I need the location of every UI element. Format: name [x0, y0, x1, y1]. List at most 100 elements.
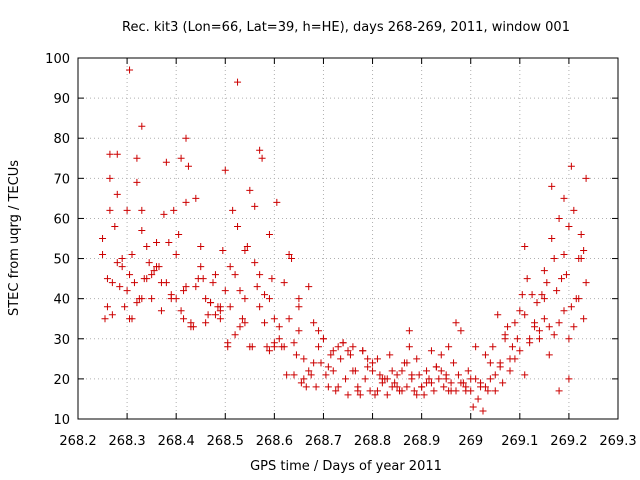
data-point: [484, 387, 492, 395]
data-point: [145, 259, 153, 267]
data-point: [575, 295, 583, 303]
data-point: [226, 303, 234, 311]
data-point: [364, 363, 372, 371]
data-point: [317, 359, 325, 367]
data-point: [172, 295, 180, 303]
data-point: [506, 367, 514, 375]
data-point: [290, 339, 298, 347]
data-point: [388, 367, 396, 375]
data-point: [545, 351, 553, 359]
data-point: [265, 295, 273, 303]
data-point: [241, 319, 249, 327]
data-point: [116, 283, 124, 291]
data-point: [555, 319, 563, 327]
data-point: [565, 375, 573, 383]
data-point: [103, 275, 111, 283]
data-point: [283, 371, 291, 379]
data-point: [167, 291, 175, 299]
data-point: [204, 311, 212, 319]
data-point: [99, 251, 107, 259]
x-tick-label: 268.5: [207, 434, 244, 449]
data-point: [489, 343, 497, 351]
data-point: [398, 387, 406, 395]
data-point: [310, 319, 318, 327]
data-point: [548, 182, 556, 190]
data-point: [565, 335, 573, 343]
data-point: [538, 291, 546, 299]
data-point: [486, 359, 494, 367]
data-point: [339, 339, 347, 347]
data-point: [580, 315, 588, 323]
data-point: [516, 347, 524, 355]
data-point: [258, 154, 266, 162]
y-tick-label: 90: [53, 92, 70, 107]
data-point: [565, 222, 573, 230]
data-point: [513, 335, 521, 343]
data-point: [346, 351, 354, 359]
data-point: [447, 379, 455, 387]
data-point: [349, 343, 357, 351]
data-point: [501, 335, 509, 343]
data-point: [113, 190, 121, 198]
data-point: [452, 387, 460, 395]
data-points: [99, 66, 590, 415]
data-point: [440, 383, 448, 391]
data-point: [386, 351, 394, 359]
data-point: [562, 271, 570, 279]
y-tick-label: 20: [53, 373, 70, 388]
data-point: [253, 283, 261, 291]
data-point: [224, 343, 232, 351]
data-point: [126, 66, 134, 74]
data-point: [454, 371, 462, 379]
data-point: [187, 323, 195, 331]
y-axis-ticks: 10 20 30 40 50 60 70 80 90 100: [45, 52, 618, 428]
data-point: [499, 379, 507, 387]
data-point: [521, 243, 529, 251]
data-point: [305, 283, 313, 291]
data-point: [297, 379, 305, 387]
data-point: [310, 359, 318, 367]
data-point: [474, 395, 482, 403]
data-point: [302, 383, 310, 391]
data-point: [238, 315, 246, 323]
data-point: [207, 299, 215, 307]
data-point: [263, 343, 271, 351]
data-point: [567, 162, 575, 170]
data-point: [391, 379, 399, 387]
data-point: [312, 383, 320, 391]
data-point: [177, 307, 185, 315]
data-point: [580, 247, 588, 255]
data-point: [531, 323, 539, 331]
data-point: [270, 315, 278, 323]
data-point: [143, 275, 151, 283]
data-point: [202, 319, 210, 327]
data-point: [99, 235, 107, 242]
data-point: [118, 263, 126, 271]
data-point: [231, 331, 239, 339]
data-point: [285, 251, 293, 259]
data-point: [241, 295, 249, 303]
grid-lines: [78, 58, 618, 419]
data-point: [553, 287, 561, 295]
data-point: [251, 202, 259, 210]
data-point: [241, 247, 249, 255]
x-tick-label: 268.6: [256, 434, 293, 449]
data-point: [383, 375, 391, 383]
data-point: [582, 174, 590, 182]
data-point: [324, 383, 332, 391]
data-point: [108, 279, 116, 287]
data-point: [133, 154, 141, 162]
data-point: [295, 303, 303, 311]
data-point: [577, 230, 585, 238]
data-point: [437, 367, 445, 375]
data-point: [251, 259, 259, 267]
data-point: [165, 239, 173, 247]
data-point: [180, 287, 188, 295]
data-point: [243, 243, 251, 251]
data-point: [371, 391, 379, 399]
data-point: [280, 343, 288, 351]
data-point: [197, 243, 205, 251]
chart-title: Rec. kit3 (Lon=66, Lat=39, h=HE), days 2…: [122, 20, 570, 35]
data-point: [430, 387, 438, 395]
